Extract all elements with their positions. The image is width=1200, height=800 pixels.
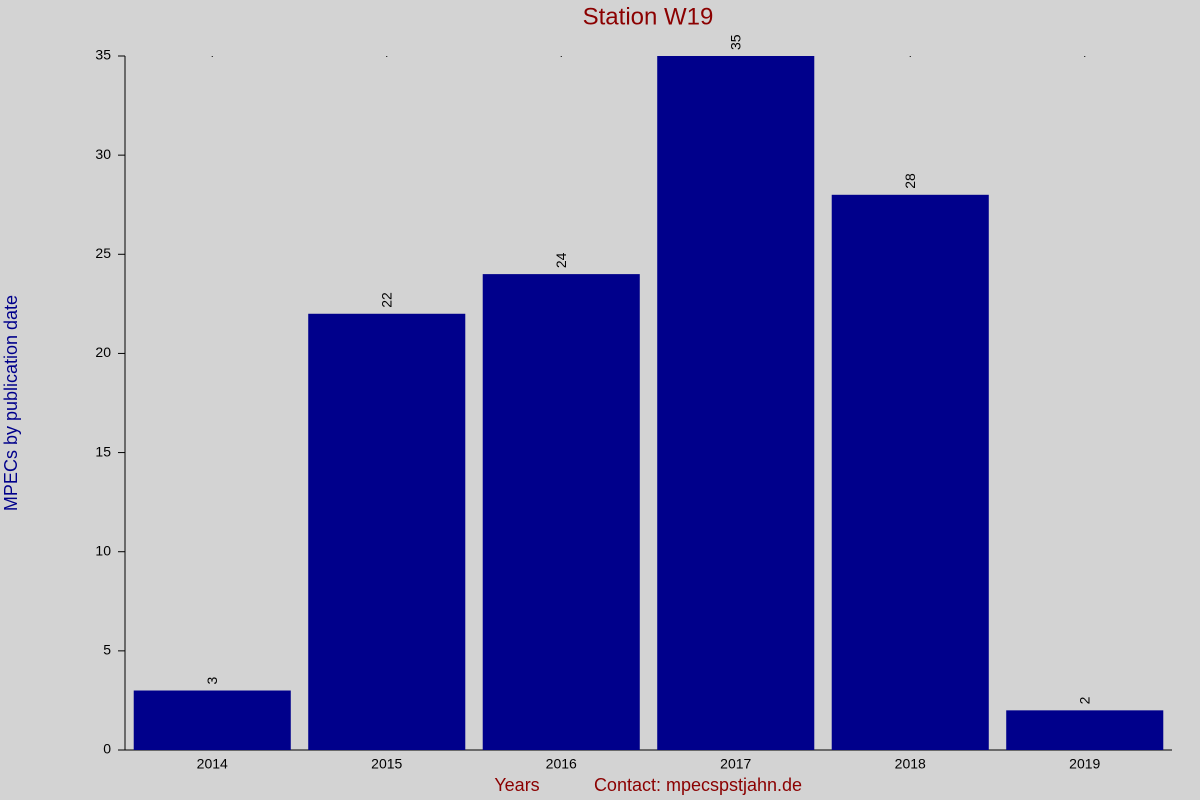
value-label: 24: [553, 252, 569, 268]
x-tick-label: 2015: [371, 756, 402, 772]
bar: [1006, 710, 1164, 750]
value-label: 2: [1076, 696, 1092, 704]
y-axis-label: MPECs by publication date: [1, 295, 21, 511]
top-dot: [909, 56, 911, 57]
value-label: 35: [727, 34, 743, 50]
bar: [657, 56, 815, 750]
y-tick-label: 5: [103, 642, 111, 658]
value-label: 22: [378, 292, 394, 308]
contact-note: Contact: mpecspstjahn.de: [594, 775, 802, 795]
y-tick-label: 30: [95, 146, 111, 162]
bar: [831, 194, 989, 751]
y-tick-label: 25: [95, 245, 111, 261]
top-dot: [560, 56, 562, 57]
x-tick-label: 2018: [895, 756, 926, 772]
x-tick-label: 2017: [720, 756, 751, 772]
bar: [482, 274, 640, 750]
y-tick-label: 0: [103, 741, 111, 757]
x-axis-label: Years: [494, 775, 539, 795]
chart-title: Station W19: [583, 3, 714, 30]
top-dot: [211, 56, 213, 57]
y-tick-label: 35: [95, 47, 111, 63]
value-label: 3: [204, 677, 220, 685]
y-tick-label: 10: [95, 542, 111, 558]
y-tick-label: 15: [95, 443, 111, 459]
x-tick-label: 2019: [1069, 756, 1100, 772]
top-dot: [1084, 56, 1086, 57]
y-tick-label: 20: [95, 344, 111, 360]
x-tick-label: 2016: [546, 756, 577, 772]
x-tick-label: 2014: [197, 756, 228, 772]
bar: [308, 313, 466, 750]
value-label: 28: [902, 173, 918, 189]
top-dot: [386, 56, 388, 57]
bar: [133, 690, 291, 750]
